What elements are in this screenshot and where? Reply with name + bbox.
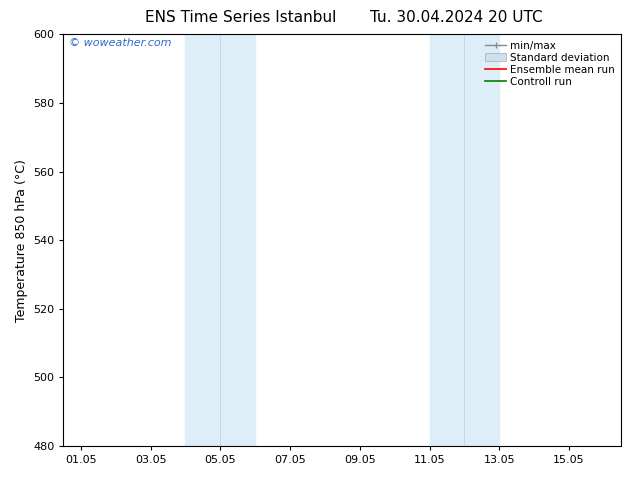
Text: Tu. 30.04.2024 20 UTC: Tu. 30.04.2024 20 UTC xyxy=(370,10,543,25)
Bar xyxy=(429,34,500,446)
Text: ENS Time Series Istanbul: ENS Time Series Istanbul xyxy=(145,10,337,25)
Legend: min/max, Standard deviation, Ensemble mean run, Controll run: min/max, Standard deviation, Ensemble me… xyxy=(482,37,618,90)
Bar xyxy=(185,34,255,446)
Y-axis label: Temperature 850 hPa (°C): Temperature 850 hPa (°C) xyxy=(15,159,27,321)
Text: © woweather.com: © woweather.com xyxy=(69,38,171,49)
